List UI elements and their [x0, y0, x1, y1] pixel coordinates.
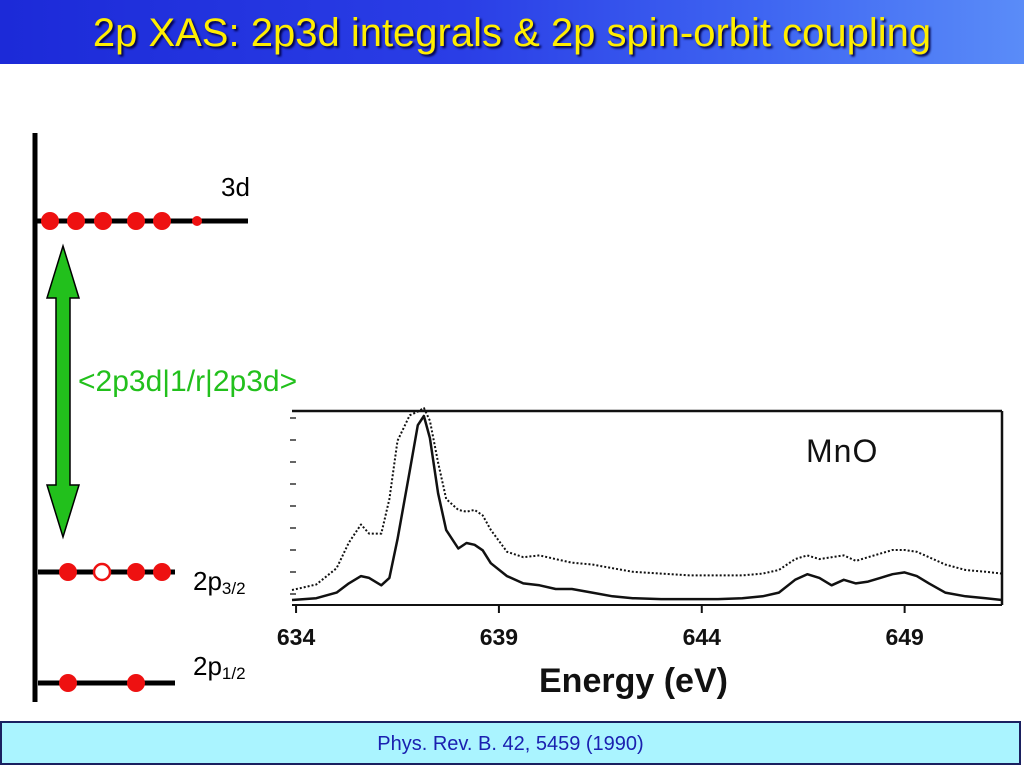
electron-dot [153, 212, 171, 230]
electron-dot [41, 212, 59, 230]
level-2p32-label-main: 2p [193, 566, 222, 596]
chart-title: MnO [806, 433, 879, 469]
level-2p12-label-sub: 1/2 [221, 664, 246, 683]
level-2p12-label: 2p1/2 [193, 651, 246, 684]
double-arrow-icon [45, 243, 81, 540]
level-2p32-label-sub: 3/2 [221, 579, 246, 598]
x-axis-label: Energy (eV) [539, 662, 728, 700]
x-tick-label: 639 [479, 624, 519, 650]
level-2p32-label: 2p3/2 [193, 566, 246, 599]
level-3d-label: 3d [221, 172, 250, 202]
hole-circle [92, 562, 112, 582]
electron-dot [127, 212, 145, 230]
electron-dot [59, 674, 77, 692]
integral-label: <2p3d|1/r|2p3d> [78, 365, 298, 398]
electron-dot [127, 563, 145, 581]
partial-electron-dot [192, 216, 202, 226]
x-tick-label: 634 [276, 624, 316, 650]
electron-dot [59, 563, 77, 581]
electron-dot [67, 212, 85, 230]
electron-dot [127, 674, 145, 692]
reference-box: Phys. Rev. B. 42, 5459 (1990) [0, 721, 1021, 765]
level-2p12-label-main: 2p [193, 651, 222, 681]
title-bar: 2p XAS: 2p3d integrals & 2p spin-orbit c… [0, 0, 1024, 64]
electron-dot [153, 563, 171, 581]
slide-title: 2p XAS: 2p3d integrals & 2p spin-orbit c… [92, 11, 932, 55]
electron-dot [94, 212, 112, 230]
x-tick-label: 649 [885, 624, 924, 650]
x-tick-label: 644 [682, 624, 721, 650]
spectrum-series-solid [291, 414, 1003, 602]
spectrum-series-dotted [291, 407, 1003, 591]
reference-text: Phys. Rev. B. 42, 5459 (1990) [377, 733, 644, 755]
